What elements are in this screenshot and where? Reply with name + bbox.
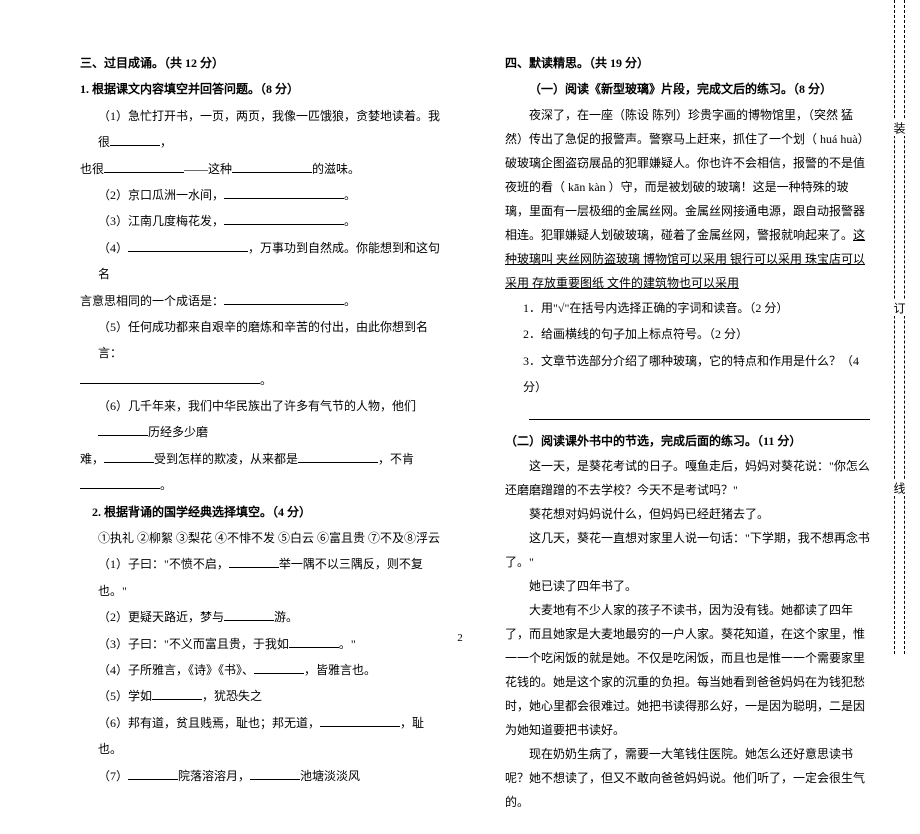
q2-4-text-a: （4）子所雅言，《诗》《书》、 [98, 663, 254, 677]
q1-6-text-c: 难， [80, 452, 104, 466]
q1-1-line2: 也很 ——这种 的滋味。 [80, 156, 445, 182]
q2-options: ①执礼 ②柳絮 ③梨花 ④不悱不发 ⑤白云 ⑥富且贵 ⑦不及⑧浮云 [98, 525, 445, 551]
q2-6: （6）邦有道，贫且贱焉，耻也；邦无道，，耻也。 [98, 710, 445, 763]
blank [224, 212, 344, 225]
left-column: 三、过目成诵。（共 12 分） 1. 根据课文内容填空并回答问题。（8 分） （… [80, 50, 445, 814]
q1-1: （1）急忙打开书，一页，两页，我像一匹饿狼，贪婪地读着。我很， [98, 103, 445, 156]
p2-b3: 这几天，葵花一直想对家里人说一句话："下学期，我不想再念书了。" [505, 526, 870, 574]
q2-3-text-a: （3）子曰："不义而富且贵，于我如 [98, 637, 289, 651]
q1-title: 1. 根据课文内容填空并回答问题。（8 分） [80, 76, 445, 102]
page-container: 三、过目成诵。（共 12 分） 1. 根据课文内容填空并回答问题。（8 分） （… [0, 0, 920, 834]
p2-b2: 葵花想对妈妈说什么，但妈妈已经赶猪去了。 [505, 502, 870, 526]
q1-1-text-e: 的滋味。 [312, 162, 360, 176]
p2-passage: 这一天，是葵花考试的日子。嘎鱼走后，妈妈对葵花说："你怎么还磨磨蹭蹭的不去学校？… [505, 454, 870, 814]
blank [104, 450, 154, 463]
q1-4-text-d: 。 [344, 294, 356, 308]
p2-b6: 现在奶奶生病了，需要一大笔钱住医院。她怎么还好意思读书呢？她不想读了，但又不敢向… [505, 742, 870, 814]
q2-6-text-a: （6）邦有道，贫且贱焉，耻也；邦无道， [98, 716, 320, 730]
p2-title: （二）阅读课外书中的节选，完成后面的练习。（11 分） [505, 428, 870, 454]
q1-2-text-b: 。 [344, 188, 356, 202]
q1-3-text-a: （3）江南几度梅花发， [98, 214, 224, 228]
blank [289, 635, 339, 648]
q2-5: （5）学如 ，犹恐失之 [98, 683, 445, 709]
p1-q3: 3．文章节选部分介绍了哪种玻璃，它的特点和作用是什么？（4 分） [523, 348, 870, 401]
blank [254, 661, 304, 674]
q1-6-text-d: 受到怎样的欺凌，从来都是 [154, 452, 298, 466]
q1-5-text-b: 。 [260, 373, 272, 387]
q1-6-text-b: 历经多少磨 [148, 425, 208, 439]
q1-6-line2: 难， 受到怎样的欺凌，从来都是 ，不肯。 [80, 446, 445, 499]
q1-5: （5）任何成功都来自艰辛的磨炼和辛苦的付出，由此你想到名言： [98, 314, 445, 367]
q1-6-text-a: （6）几千年来，我们中华民族出了许多有气节的人物，他们 [98, 399, 416, 413]
q2-4: （4）子所雅言，《诗》《书》、 ，皆雅言也。 [98, 657, 445, 683]
q1-1-text-d: ——这种 [184, 162, 232, 176]
q2-7-text-b: 院落溶溶月， [178, 769, 250, 783]
q2-4-text-b: ，皆雅言也。 [304, 663, 376, 677]
q1-4-text-a: （4） [98, 241, 128, 255]
blank [104, 160, 184, 173]
blank [128, 767, 178, 780]
p1-title: （一）阅读《新型玻璃》片段，完成文后的练习。（8 分） [505, 76, 870, 102]
blank [298, 450, 378, 463]
blank [224, 292, 344, 305]
section-3-title: 三、过目成诵。（共 12 分） [80, 50, 445, 76]
blank [320, 714, 400, 727]
answer-line [529, 404, 870, 419]
q2-7-text-c: 池塘淡淡风 [300, 769, 360, 783]
p1-body-1: 夜深了，在一座（陈设 陈列）珍贵字画的博物馆里，（突然 猛然）传出了急促的报警声… [505, 108, 870, 242]
q1-1-text-b: ， [160, 135, 172, 149]
p1-body-text: 夜深了，在一座（陈设 陈列）珍贵字画的博物馆里，（突然 猛然）传出了急促的报警声… [505, 108, 870, 290]
p2-b4: 她已读了四年书了。 [505, 574, 870, 598]
q1-6: （6）几千年来，我们中华民族出了许多有气节的人物，他们历经多少磨 [98, 393, 445, 446]
q1-6-text-e: ，不肯 [378, 452, 414, 466]
blank [224, 186, 344, 199]
q2-1: （1）子曰："不愤不启，举一隅不以三隅反，则不复也。" [98, 551, 445, 604]
q1-1-text-c: 也很 [80, 162, 104, 176]
q1-4-text-c: 言意思相同的一个成语是： [80, 294, 224, 308]
q2-2-text-a: （2）更疑天路近，梦与 [98, 610, 224, 624]
blank [80, 371, 260, 384]
blank [232, 160, 312, 173]
blank [128, 239, 248, 252]
q2-7: （7） 院落溶溶月， 池塘淡淡风 [98, 763, 445, 789]
blank [98, 423, 148, 436]
q1-3: （3）江南几度梅花发， 。 [98, 208, 445, 234]
blank [250, 767, 300, 780]
p2-b5: 大麦地有不少人家的孩子不读书，因为没有钱。她都读了四年了，而且她家是大麦地最穷的… [505, 598, 870, 742]
q2-1-text-a: （1）子曰："不愤不启， [98, 557, 229, 571]
q2-7-text-a: （7） [98, 769, 128, 783]
q1-4: （4），万事功到自然成。你能想到和这句名 [98, 235, 445, 288]
q2-5-text-a: （5）学如 [98, 689, 152, 703]
q2-2-text-b: 游。 [274, 610, 298, 624]
q2-3: （3）子曰："不义而富且贵，于我如 。" [98, 631, 445, 657]
q1-5-line2: 。 [80, 367, 445, 393]
q1-2: （2）京口瓜洲一水间， 。 [98, 182, 445, 208]
p1-q2: 2．给画横线的句子加上标点符号。（2 分） [523, 321, 870, 347]
blank [224, 608, 274, 621]
section-4-title: 四、默读精思。（共 19 分） [505, 50, 870, 76]
p1-q1: 1．用"√"在括号内选择正确的字词和读音。（2 分） [523, 295, 870, 321]
q1-4-line2: 言意思相同的一个成语是： 。 [80, 288, 445, 314]
blank [152, 687, 202, 700]
q1-3-text-b: 。 [344, 214, 356, 228]
q2-5-text-b: ，犹恐失之 [202, 689, 262, 703]
blank [80, 476, 160, 489]
q2-3-text-b: 。" [339, 637, 356, 651]
q1-5-text-a: （5）任何成功都来自艰辛的磨炼和辛苦的付出，由此你想到名言： [98, 320, 428, 360]
q1-6-text-f: 。 [160, 478, 172, 492]
q2-2: （2）更疑天路近，梦与 游。 [98, 604, 445, 630]
q2-title: 2. 根据背诵的国学经典选择填空。（4 分） [92, 499, 445, 525]
p1-passage: 夜深了，在一座（陈设 陈列）珍贵字画的博物馆里，（突然 猛然）传出了急促的报警声… [505, 103, 870, 295]
p2-b1: 这一天，是葵花考试的日子。嘎鱼走后，妈妈对葵花说："你怎么还磨磨蹭蹭的不去学校？… [505, 454, 870, 502]
blank [229, 555, 279, 568]
right-column: 四、默读精思。（共 19 分） （一）阅读《新型玻璃》片段，完成文后的练习。（8… [505, 50, 870, 814]
page-number: 2 [457, 632, 463, 644]
blank [110, 133, 160, 146]
q1-2-text-a: （2）京口瓜洲一水间， [98, 188, 224, 202]
